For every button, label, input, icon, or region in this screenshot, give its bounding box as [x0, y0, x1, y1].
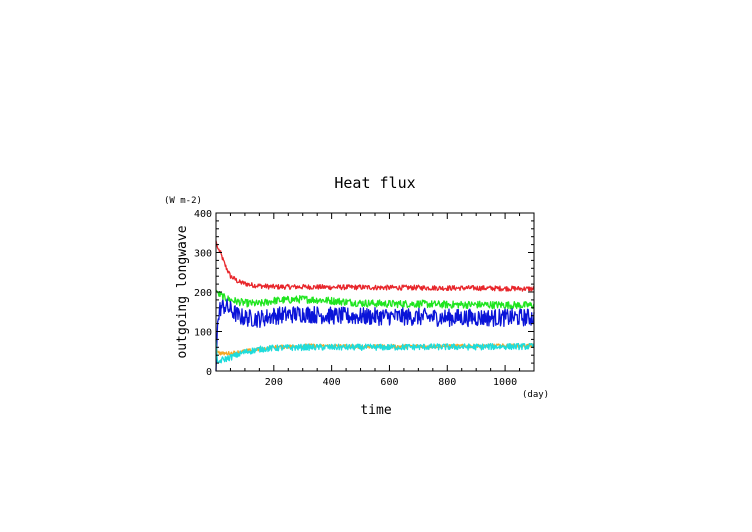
x-tick-label: 400 [323, 377, 341, 388]
x-tick-label: 600 [380, 377, 398, 388]
x-tick-label: 200 [265, 377, 283, 388]
chart-title: Heat flux [334, 174, 415, 192]
x-tick-label: 800 [438, 377, 456, 388]
series-line-2 [215, 298, 535, 372]
x-axis-title: time [360, 403, 391, 418]
series-line-4 [215, 339, 535, 364]
tick-layer: 200 400 600 800 1000 0 100 200 300 400 [194, 209, 535, 388]
series-line-1 [215, 289, 535, 310]
y-tick-label: 100 [194, 328, 212, 339]
y-axis-unit: (W m-2) [164, 196, 202, 206]
series-line-0 [215, 240, 535, 292]
series-layer [215, 240, 535, 372]
y-tick-label: 0 [206, 367, 212, 378]
plot-frame [215, 212, 535, 372]
x-tick-label: 1000 [493, 377, 517, 388]
y-tick-label: 400 [194, 209, 212, 220]
y-axis-title: outgoing longwave [175, 225, 190, 358]
y-tick-label: 300 [194, 249, 212, 260]
y-tick-label: 200 [194, 288, 212, 299]
x-axis-unit: (day) [522, 390, 549, 400]
